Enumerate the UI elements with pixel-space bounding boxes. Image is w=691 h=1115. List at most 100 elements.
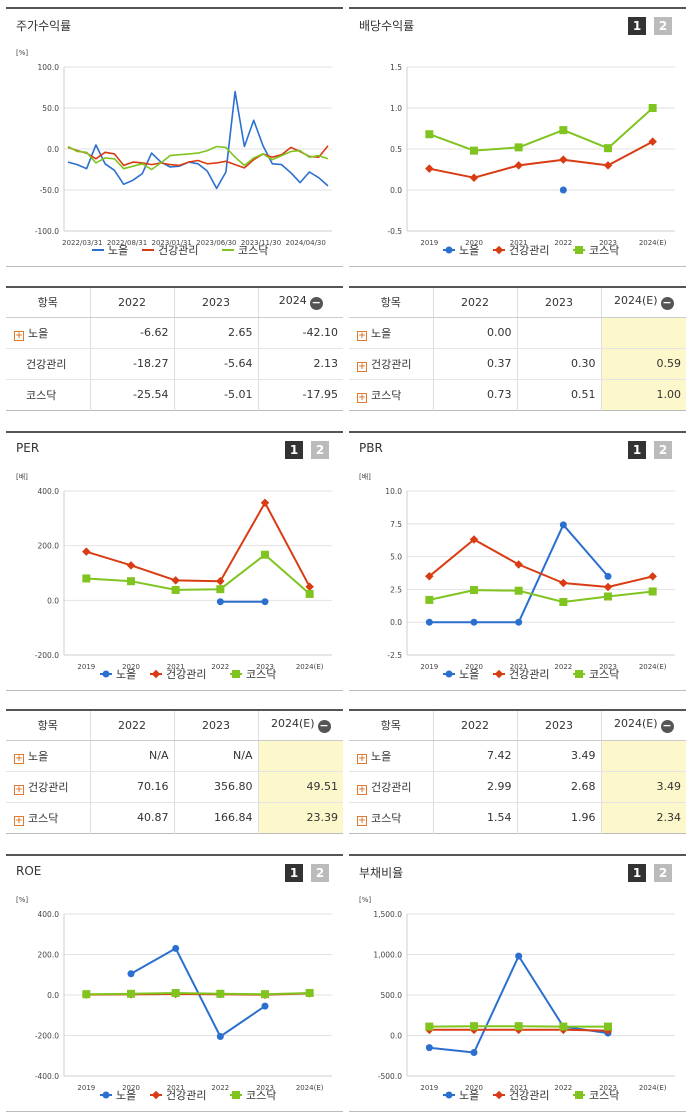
table-row: + 노을 7.42 3.49 xyxy=(349,740,686,772)
pbr-chart: [배] 10.0 7.5 5.0 2.5 0.0 -2.5 2019 2020 2021 2022 2… xyxy=(359,472,675,681)
data-point-kosdaq xyxy=(305,988,314,997)
table-cell: N/A xyxy=(89,740,174,772)
page-1-button[interactable]: 1 xyxy=(628,441,646,459)
series-line-health xyxy=(67,145,329,169)
collapse-icon[interactable]: − xyxy=(309,296,323,311)
table-cell: 2.99 xyxy=(432,771,517,803)
legend-label-nohl: 노을 xyxy=(459,244,479,257)
x-tick-label: 2021 xyxy=(510,1084,528,1092)
page-1-button[interactable]: 1 xyxy=(628,17,646,35)
y-tick-label: 1,500.0 xyxy=(373,910,402,919)
table-cell: -18.27 xyxy=(89,348,174,380)
column-header: 항목 xyxy=(349,710,433,741)
expand-icon[interactable]: + xyxy=(357,784,367,795)
data-point-health xyxy=(603,161,613,170)
page-2-button[interactable]: 2 xyxy=(654,17,672,35)
column-header: 항목 xyxy=(349,287,433,318)
panel-title: PER xyxy=(16,441,40,455)
y-tick-label: -100.0 xyxy=(35,227,59,236)
data-point-kosdaq xyxy=(216,989,225,998)
row-label: + 노을 xyxy=(349,740,433,772)
expand-icon[interactable]: + xyxy=(357,392,367,403)
column-header: 항목 xyxy=(6,287,90,318)
data-point-nohl xyxy=(515,618,523,626)
row-label: 코스닥 xyxy=(26,388,57,402)
legend-marker-kosdaq xyxy=(232,1091,240,1099)
data-point-health xyxy=(425,164,434,173)
series-line-kosdaq xyxy=(86,992,310,996)
table-cell xyxy=(600,317,686,349)
y-tick-label: 0.0 xyxy=(47,145,59,154)
table-cell: 3.49 xyxy=(516,740,601,772)
expand-icon[interactable]: + xyxy=(357,361,367,372)
x-tick-label: 2020 xyxy=(465,239,483,247)
page-2-button[interactable]: 2 xyxy=(654,441,672,459)
collapse-icon[interactable]: − xyxy=(660,719,674,734)
y-tick-label: 0.0 xyxy=(390,618,402,627)
x-tick-label: 2023 xyxy=(599,239,617,247)
expand-icon[interactable]: + xyxy=(14,330,24,341)
legend-marker-kosdaq xyxy=(575,246,583,254)
y-tick-label: 100.0 xyxy=(38,63,60,72)
x-tick-label: 2024(E) xyxy=(639,1084,667,1092)
data-point-health xyxy=(469,173,479,182)
table-cell: 2.65 xyxy=(173,317,258,349)
y-tick-label: 5.0 xyxy=(390,553,402,562)
expand-icon[interactable]: + xyxy=(14,815,24,826)
debt-ratio-panel: 부채비율 1 2 [%] 1,500.0 1,000.0 500.0 0.0 -500.0… xyxy=(349,854,686,1112)
legend-label-health: 건강관리 xyxy=(509,1089,549,1102)
table-row: + 코스닥 1.54 1.96 2.34 xyxy=(349,802,686,833)
column-header: 2023 xyxy=(516,710,601,741)
data-point-kosdaq xyxy=(82,574,91,583)
table-cell: 7.42 xyxy=(432,740,517,772)
legend-marker-health xyxy=(151,1090,161,1100)
table-cell: -6.62 xyxy=(89,317,174,349)
table-cell: 0.73 xyxy=(432,379,517,410)
y-tick-label: -200.0 xyxy=(35,1032,59,1041)
series-line-kosdaq xyxy=(86,553,311,595)
x-tick-label: 2024(E) xyxy=(296,663,324,671)
y-unit-label: [배] xyxy=(16,472,28,481)
data-point-kosdaq xyxy=(261,990,269,999)
data-point-nohl xyxy=(470,1049,478,1057)
expand-icon[interactable]: + xyxy=(357,330,367,341)
page-1-button[interactable]: 1 xyxy=(628,864,646,882)
collapse-icon[interactable]: − xyxy=(660,296,674,311)
data-point-kosdaq xyxy=(559,126,568,135)
y-tick-label: -0.5 xyxy=(387,227,402,236)
expand-icon[interactable]: + xyxy=(14,784,24,795)
page-2-button[interactable]: 2 xyxy=(311,864,329,882)
x-tick-label: 2024(E) xyxy=(639,239,667,247)
panel-title: PBR xyxy=(359,441,383,455)
page-2-button[interactable]: 2 xyxy=(654,864,672,882)
panel-title: 배당수익률 xyxy=(359,19,415,33)
series-line-kosdaq xyxy=(428,107,654,152)
page-1-button[interactable]: 1 xyxy=(285,864,303,882)
expand-icon[interactable]: + xyxy=(357,753,367,764)
y-tick-label: 0.0 xyxy=(390,186,402,195)
collapse-icon[interactable]: − xyxy=(317,719,331,734)
debt-ratio-chart: [%]1,500.0 1,000.0 500.0 0.0 -500.0 2019 2020 2… xyxy=(359,896,675,1102)
data-point-health xyxy=(648,137,657,146)
expand-icon[interactable]: + xyxy=(357,815,367,826)
data-point-kosdaq xyxy=(425,595,434,604)
legend-label-health: 건강관리 xyxy=(166,1089,206,1102)
page-1-button[interactable]: 1 xyxy=(285,441,303,459)
legend-label-kosdaq: 코스닥 xyxy=(589,244,619,257)
legend-marker-nohl xyxy=(445,246,453,254)
data-point-kosdaq xyxy=(127,989,135,998)
column-header: 2022 xyxy=(432,710,517,741)
x-tick-label: 2022 xyxy=(211,663,229,671)
page-2-button[interactable]: 2 xyxy=(311,441,329,459)
expand-icon[interactable]: + xyxy=(14,753,24,764)
x-tick-label: 2021 xyxy=(167,1084,185,1092)
x-tick-label: 2023/06/30 xyxy=(196,239,236,247)
table-cell: 2.34 xyxy=(600,802,686,833)
data-point-kosdaq xyxy=(514,586,523,595)
y-tick-label: 50.0 xyxy=(42,104,59,113)
y-unit-label: [배] xyxy=(359,472,371,481)
table-cell: 356.80 xyxy=(173,771,258,803)
series-line-nohl xyxy=(67,90,329,190)
data-point-kosdaq xyxy=(604,1022,612,1031)
per-chart: [배] 400.0 200.0 0.0 -200.0 2019 2020 2021 2022 20… xyxy=(16,472,332,681)
